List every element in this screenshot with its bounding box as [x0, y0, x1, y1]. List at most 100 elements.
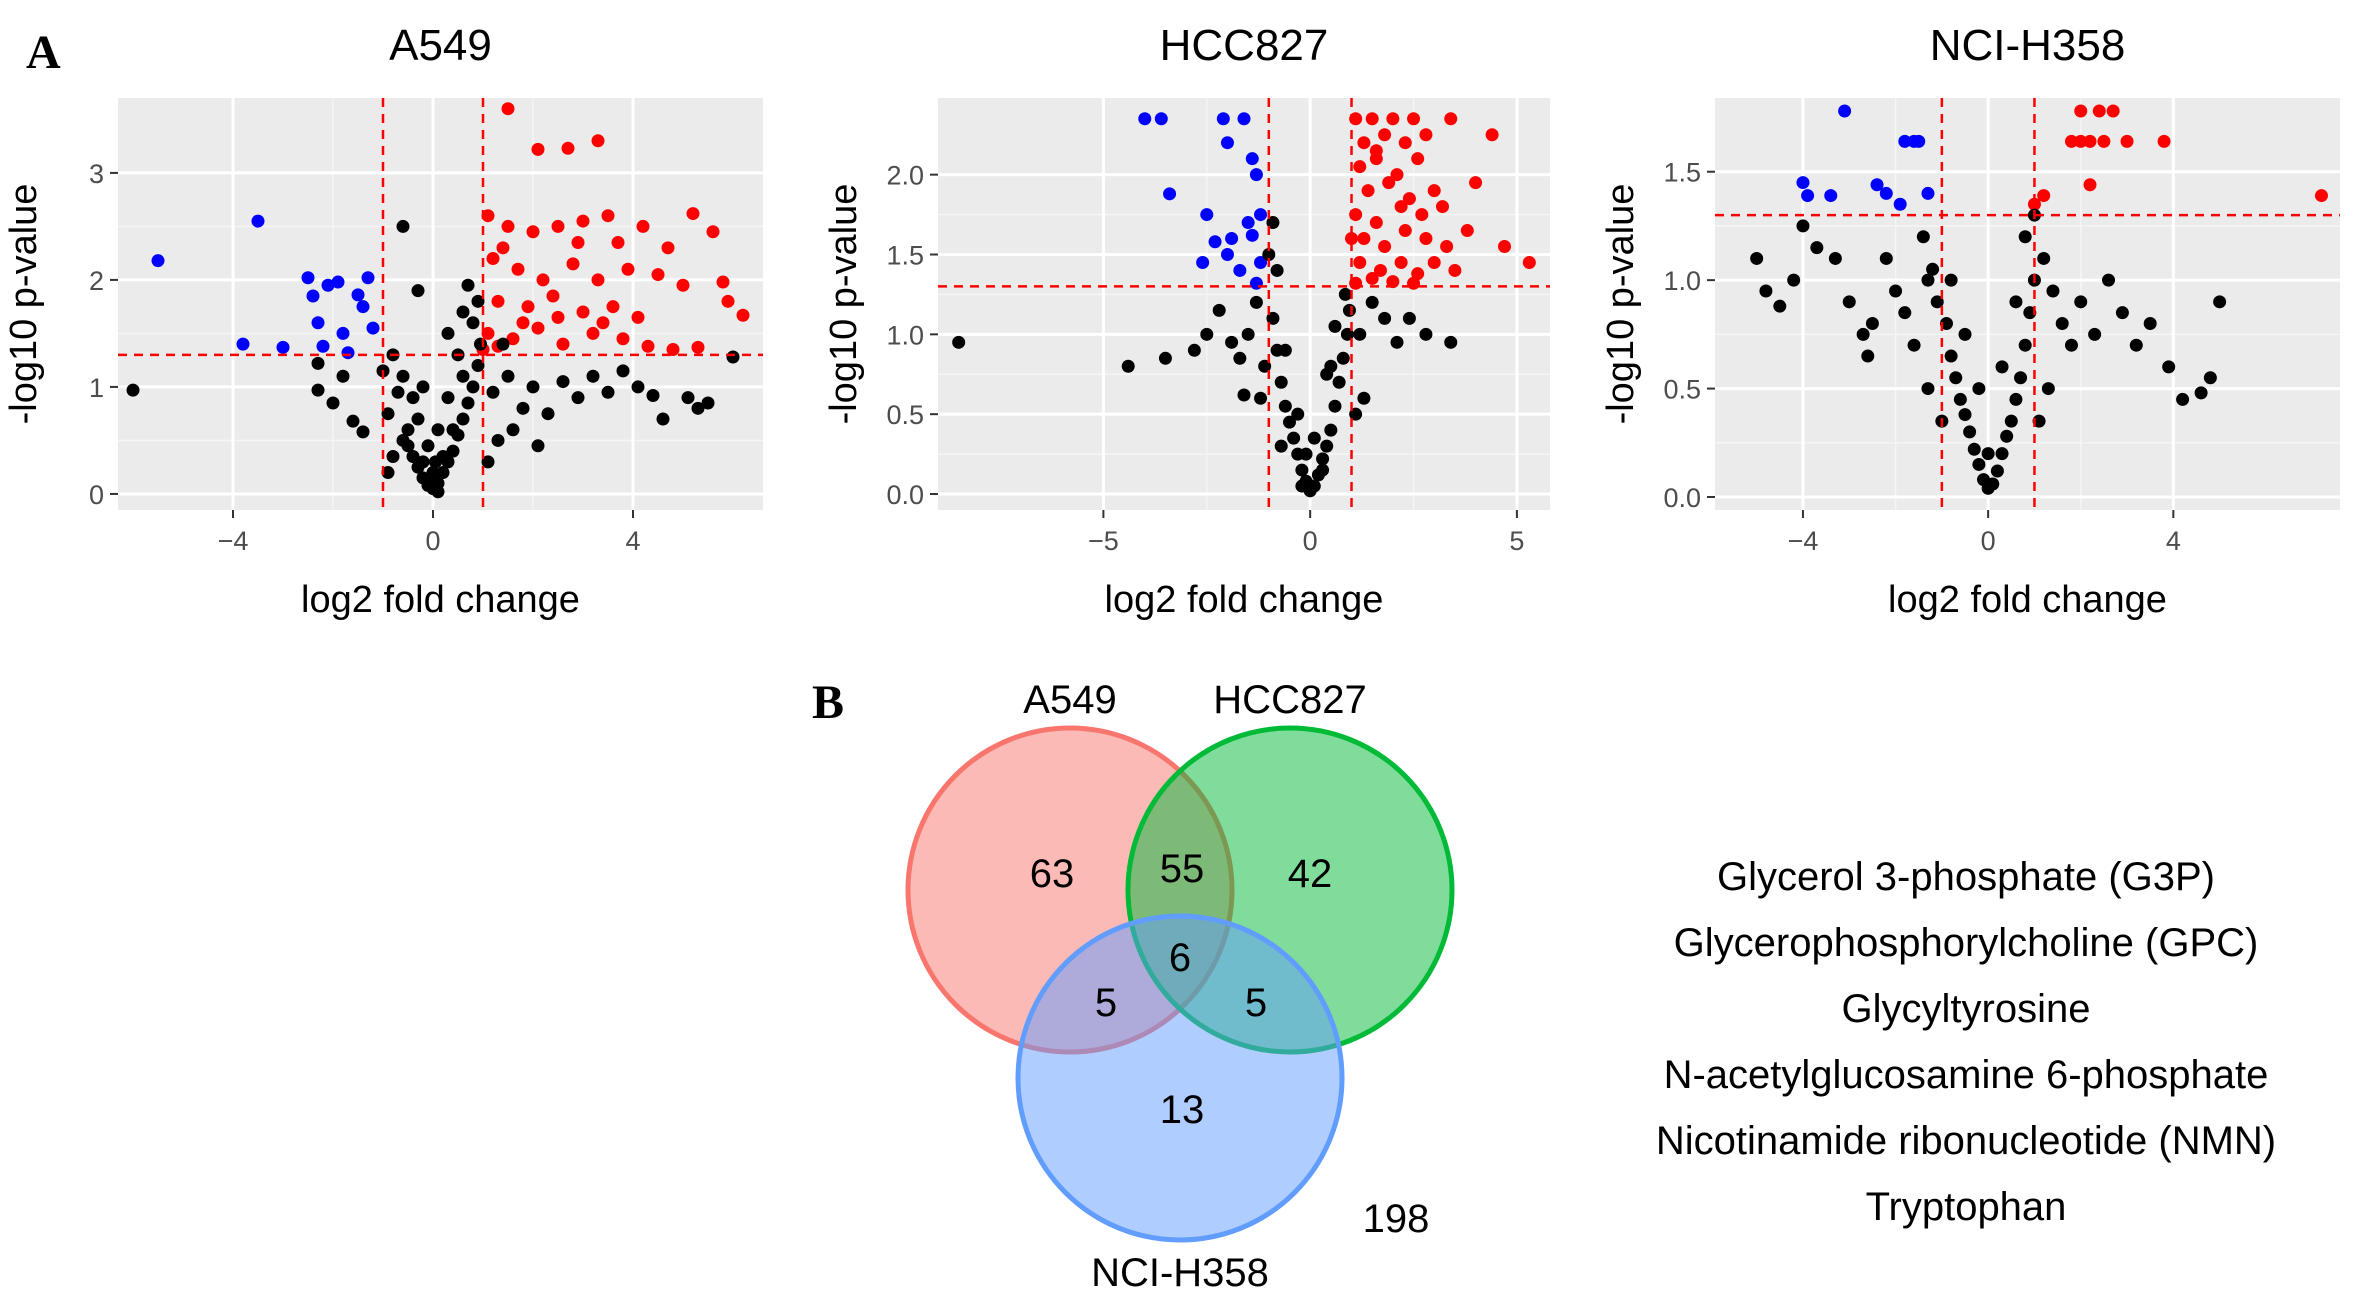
y-tick-label: 2: [89, 266, 104, 296]
data-point-ns: [531, 439, 545, 453]
data-point-up: [1386, 275, 1400, 289]
data-point-ns: [1187, 343, 1201, 357]
data-point-ns: [2213, 295, 2227, 309]
panel-b-label: B: [812, 676, 844, 729]
data-point-up: [666, 342, 680, 356]
data-point-up: [2037, 189, 2051, 203]
data-point-up: [1411, 152, 1425, 166]
data-point-ns: [1307, 479, 1321, 493]
data-point-ns: [1981, 447, 1995, 461]
data-point-up: [601, 209, 615, 223]
data-point-ns: [486, 385, 500, 399]
data-point-up: [1378, 240, 1392, 254]
data-point-up: [611, 235, 625, 249]
data-point-ns: [2203, 371, 2217, 385]
data-point-ns: [1200, 327, 1214, 341]
data-point-up: [636, 219, 650, 233]
plot-title: NCI-H358: [1930, 21, 2126, 70]
data-point-ns: [1278, 343, 1292, 357]
data-point-ns: [1324, 423, 1338, 437]
data-point-down: [1245, 152, 1259, 166]
data-point-ns: [1295, 479, 1309, 493]
data-point-ns: [1810, 241, 1824, 255]
plot-title: HCC827: [1160, 21, 1329, 70]
data-point-up: [1365, 271, 1379, 285]
data-point-up: [586, 326, 600, 340]
data-point-up: [1386, 112, 1400, 126]
data-point-up: [1398, 136, 1412, 150]
data-point-ns: [1212, 303, 1226, 317]
data-point-ns: [1274, 439, 1288, 453]
data-point-up: [1427, 255, 1441, 269]
data-point-ns: [411, 412, 425, 426]
data-point-up: [486, 252, 500, 266]
data-point-ns: [1419, 327, 1433, 341]
data-point-ns: [2014, 371, 2028, 385]
venn-region-count: 55: [1160, 847, 1205, 891]
data-point-ns: [1316, 463, 1330, 477]
data-point-up: [1394, 200, 1408, 214]
data-point-up: [641, 339, 655, 353]
data-point-ns: [1274, 375, 1288, 389]
data-point-up: [521, 300, 535, 314]
data-point-down: [356, 300, 370, 314]
data-point-down: [1912, 134, 1926, 148]
data-point-ns: [1759, 284, 1773, 298]
data-point-down: [1237, 112, 1251, 126]
data-point-ns: [1332, 375, 1346, 389]
data-point-up: [1419, 232, 1433, 246]
data-point-down: [1220, 136, 1234, 150]
data-point-up: [501, 219, 515, 233]
data-point-up: [1390, 168, 1404, 182]
data-point-ns: [1972, 457, 1986, 471]
data-point-ns: [1907, 338, 1921, 352]
data-point-up: [2083, 134, 2097, 148]
data-point-ns: [1444, 335, 1458, 349]
data-point-ns: [461, 396, 475, 410]
data-point-ns: [456, 305, 470, 319]
metabolite-name: N-acetylglucosamine 6-phosphate: [1664, 1053, 2269, 1097]
data-point-up: [1407, 276, 1421, 290]
data-point-ns: [2004, 414, 2018, 428]
data-point-up: [1398, 224, 1412, 238]
data-point-ns: [1324, 359, 1338, 373]
data-point-ns: [474, 337, 487, 351]
data-point-up: [2074, 104, 2088, 118]
data-point-ns: [2143, 317, 2157, 331]
data-point-up: [506, 332, 520, 346]
data-point-ns: [1158, 351, 1172, 365]
data-point-up: [501, 102, 515, 116]
data-point-down: [1898, 134, 1912, 148]
data-point-up: [1357, 136, 1371, 150]
data-point-ns: [2055, 317, 2069, 331]
data-point-ns: [421, 476, 435, 490]
y-tick-label: 1.0: [886, 320, 924, 350]
data-point-up: [1357, 232, 1371, 246]
data-point-ns: [2162, 360, 2176, 374]
data-point-down: [351, 288, 365, 302]
data-point-up: [1353, 255, 1367, 269]
data-point-up: [1353, 160, 1367, 174]
y-axis-label: -log10 p-value: [823, 184, 865, 425]
data-point-down: [236, 337, 250, 351]
data-point-down: [1254, 208, 1268, 222]
data-point-ns: [2009, 295, 2023, 309]
data-point-ns: [311, 383, 325, 397]
data-point-ns: [446, 444, 460, 458]
data-point-ns: [386, 449, 400, 463]
data-point-ns: [381, 466, 395, 480]
data-point-ns: [1287, 431, 1301, 445]
data-point-ns: [1939, 317, 1953, 331]
volcano-plot-nci-h358: −4 0 4 0.0 0.5 1.0 1.5 NCI-H358 log2 fold change…: [1600, 21, 2340, 621]
data-point-ns: [1842, 295, 1856, 309]
data-point-up: [591, 273, 605, 287]
data-point-down: [321, 278, 335, 292]
data-point-ns: [1316, 452, 1330, 466]
x-axis-label: log2 fold change: [1888, 579, 2167, 621]
data-point-ns: [2009, 392, 2023, 406]
data-point-up: [1440, 240, 1454, 254]
venn-region-count: 5: [1095, 981, 1117, 1025]
data-point-up: [1373, 263, 1387, 277]
data-point-up: [2106, 104, 2120, 118]
y-tick-label: 2.0: [886, 161, 924, 191]
